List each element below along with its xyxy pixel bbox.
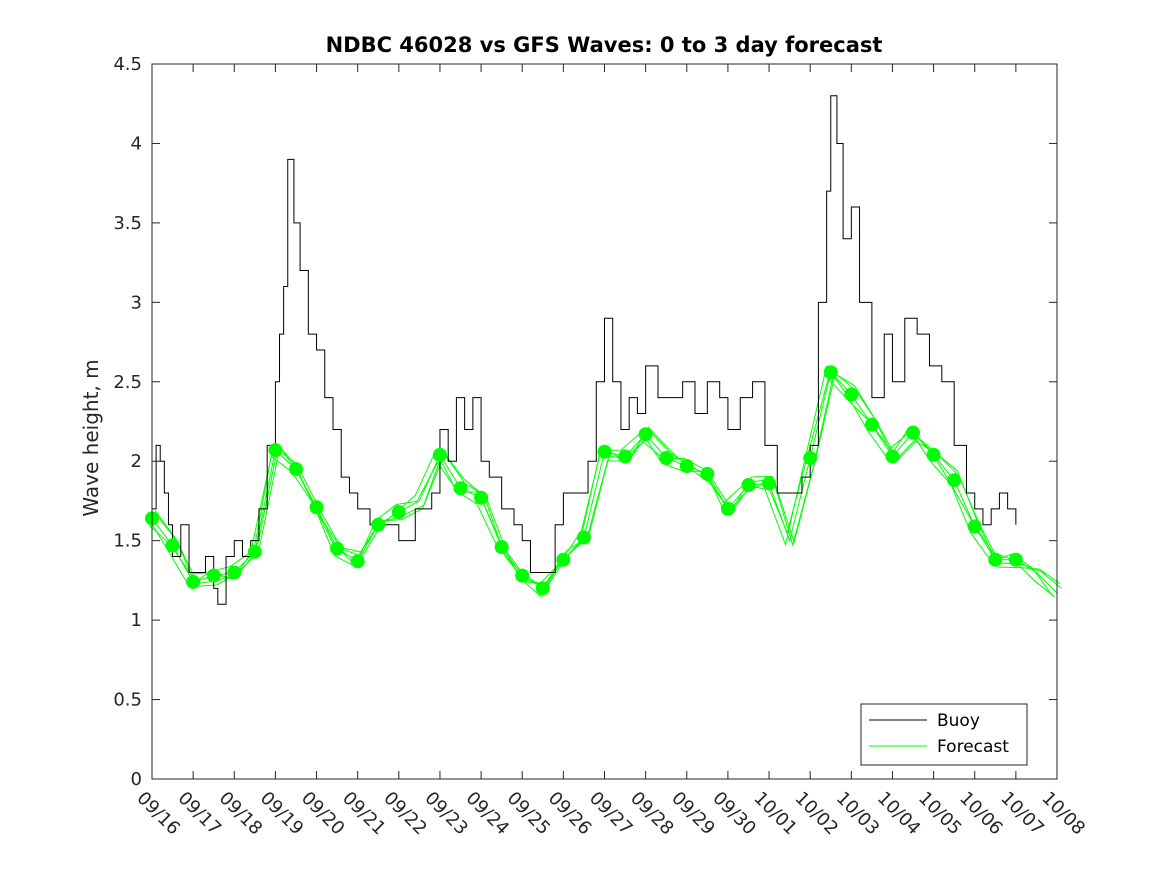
- forecast-point: [576, 530, 591, 545]
- forecast-point: [535, 581, 550, 596]
- plot-background: [152, 64, 1057, 779]
- forecast-point: [330, 541, 345, 556]
- forecast-point: [762, 476, 777, 491]
- forecast-point: [906, 425, 921, 440]
- forecast-point: [494, 540, 509, 555]
- forecast-point: [186, 574, 201, 589]
- forecast-point: [350, 554, 365, 569]
- forecast-point: [823, 365, 838, 380]
- y-axis-label: Wave height, m: [79, 359, 103, 516]
- plot-frame: [151, 63, 1058, 780]
- y-tick-label: 1: [131, 610, 142, 631]
- forecast-point: [741, 478, 756, 493]
- forecast-point: [679, 458, 694, 473]
- forecast-point: [597, 444, 612, 459]
- forecast-point: [618, 449, 633, 464]
- forecast-point: [309, 500, 324, 515]
- forecast-point: [227, 565, 242, 580]
- forecast-point: [700, 466, 715, 481]
- forecast-point: [988, 552, 1003, 567]
- forecast-point: [1008, 552, 1023, 567]
- forecast-point: [474, 490, 489, 505]
- y-tick-label: 2: [131, 451, 142, 472]
- forecast-point: [659, 451, 674, 466]
- forecast-point: [391, 505, 406, 520]
- y-tick-label: 3.5: [113, 213, 142, 234]
- buoy-line: [152, 95, 1017, 605]
- forecast-point: [967, 519, 982, 534]
- y-tick-label: 4: [131, 133, 142, 154]
- chart-title: NDBC 46028 vs GFS Waves: 0 to 3 day fore…: [326, 33, 883, 57]
- forecast-point: [165, 538, 180, 553]
- forecast-point: [947, 473, 962, 488]
- y-tick-label: 4.5: [113, 54, 142, 75]
- forecast-point: [453, 481, 468, 496]
- forecast-point: [288, 462, 303, 477]
- forecast-point: [638, 427, 653, 442]
- legend-label-forecast: Forecast: [937, 737, 1009, 757]
- forecast-point: [206, 568, 221, 583]
- forecast-point: [268, 443, 283, 458]
- forecast-point: [864, 417, 879, 432]
- series-layer: [145, 95, 1062, 605]
- forecast-point: [803, 451, 818, 466]
- legend-label-buoy: Buoy: [937, 711, 980, 731]
- y-tick-label: 3: [131, 292, 142, 313]
- y-tick-label: 1.5: [113, 531, 142, 552]
- forecast-point: [885, 449, 900, 464]
- y-axis: 0 0.5 1 1.5 2 2.5 3 3.5 4 4.5: [113, 54, 1057, 790]
- forecast-point: [720, 501, 735, 516]
- forecast-point: [247, 544, 262, 559]
- y-tick-label: 2.5: [113, 372, 142, 393]
- forecast-point: [515, 568, 530, 583]
- y-tick-label: 0: [131, 769, 142, 790]
- forecast-point: [844, 387, 859, 402]
- forecast-point: [556, 552, 571, 567]
- forecast-point: [926, 447, 941, 462]
- legend: Buoy Forecast: [860, 703, 1028, 766]
- forecast-point: [432, 447, 447, 462]
- forecast-point: [371, 517, 386, 532]
- legend-box: [860, 703, 1028, 766]
- y-tick-label: 0.5: [113, 690, 142, 711]
